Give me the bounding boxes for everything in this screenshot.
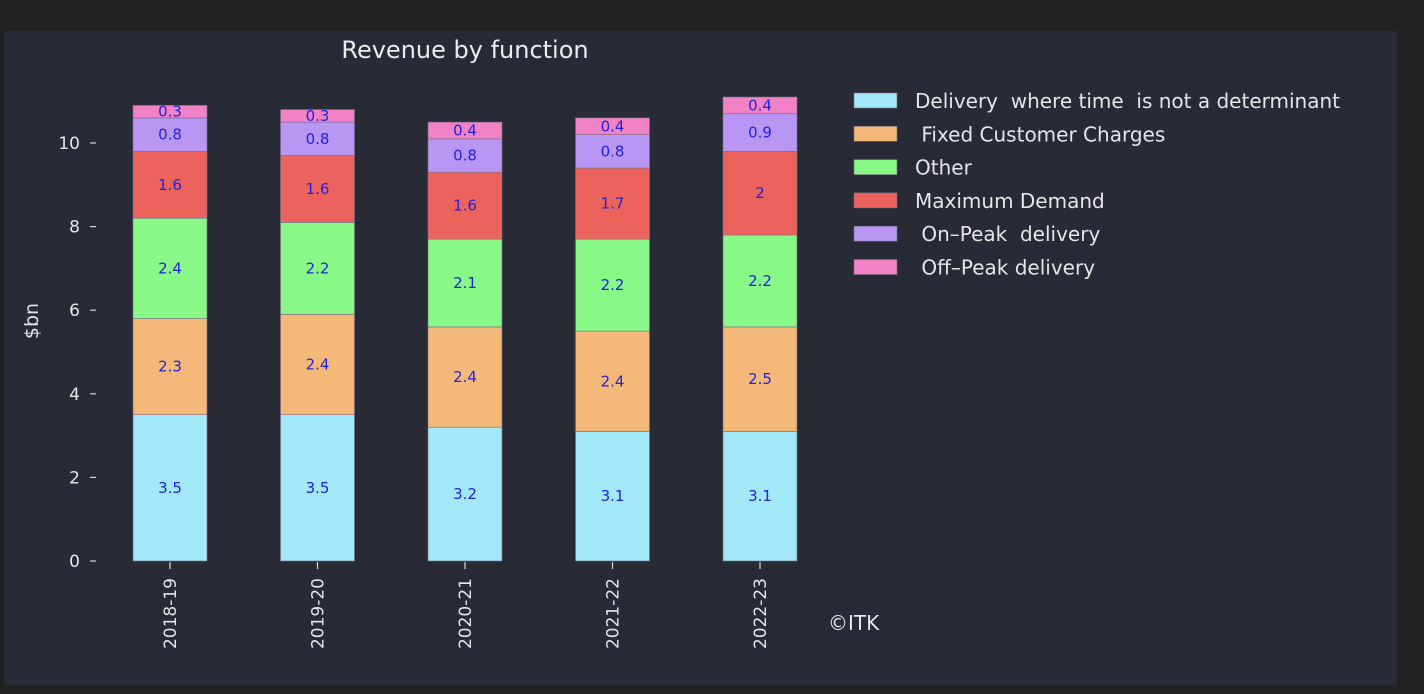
bar-segment [575,167,650,240]
bar-segment [427,326,503,428]
bar-segment [575,330,650,432]
data-label: 0.4 [453,121,477,139]
bars-group [132,96,798,562]
legend-swatch [853,259,898,275]
legend-item: Off–Peak delivery [853,256,1095,280]
legend-swatch [853,192,898,209]
bar-segment [280,121,355,156]
legend-swatch [853,126,898,142]
legend-label: Maximum Demand [915,189,1105,213]
data-label: 3.2 [453,485,477,503]
legend-swatch [853,225,898,242]
data-label: 0.8 [306,130,330,148]
data-label: 1.6 [453,197,477,215]
data-label: 1.7 [601,195,625,213]
data-label: 0.8 [158,126,182,144]
data-label: 2.4 [306,356,330,374]
data-label: 2.1 [453,274,477,292]
bar-segment [722,113,798,152]
bar-segment [280,109,355,123]
y-tick-label: 6 [69,301,80,321]
legend-item: Maximum Demand [853,189,1105,213]
data-label: 2 [755,184,765,202]
bar-segment [132,318,208,415]
data-label: 0.4 [601,117,625,135]
legend-item: Delivery where time is not a determinant [853,89,1340,113]
y-tick-label: 4 [69,385,80,405]
data-label: 2.5 [748,370,772,388]
data-label: 1.6 [158,176,182,194]
y-tick-label: 2 [69,468,80,488]
legend-label: Other [915,156,973,180]
bar-segment [132,117,208,152]
legend-swatch [853,92,898,109]
data-label: 2.4 [453,368,477,386]
bar-segment [722,151,798,236]
legend-item: On–Peak delivery [853,222,1100,246]
data-label: 0.8 [453,147,477,165]
data-label: 2.2 [601,276,625,294]
bar-segment [427,121,503,140]
y-axis-title: $bn [21,303,43,339]
chart-title: Revenue by function [341,36,588,64]
legend-label: On–Peak delivery [915,222,1100,246]
x-axis: 2018-19 2019-20 2020-21 2021-22 2022-23 [161,562,771,649]
bar-segment [575,117,650,135]
revenue-chart: Revenue by function $bn 0 2 4 6 8 10 3.5 2.3 2.… [21,36,1340,649]
data-label: 3.1 [601,487,625,505]
bar-segment [722,431,798,562]
legend-label: Fixed Customer Charges [915,122,1165,146]
figure-panel: Revenue by function $bn 0 2 4 6 8 10 3.5 2.3 2.… [4,31,1397,685]
x-tick-label: 2021-22 [604,578,624,649]
legend: Delivery where time is not a determinant… [853,89,1340,280]
bar-segment [722,326,798,432]
legend-swatch [853,159,898,175]
bar-segment [280,155,355,223]
data-label: 0.3 [306,107,330,125]
bar-segment [575,431,650,562]
data-label: 0.9 [748,124,772,142]
bar-segment [280,222,355,315]
bar-segment [132,414,208,562]
bar-segment [427,171,503,240]
legend-label: Off–Peak delivery [915,256,1095,280]
data-label: 2.4 [158,259,182,277]
bar-segment [722,96,798,115]
bar-segment [427,238,503,328]
y-tick-label: 8 [69,218,80,238]
data-label: 1.6 [306,180,330,198]
data-labels-group: 3.5 2.3 2.4 1.6 0.8 0.3 3.5 2.4 2.2 1.6 0.8 0.3 3.2 2… [158,96,772,505]
data-label: 0.4 [748,96,772,114]
y-axis: 0 2 4 6 8 10 [58,134,96,572]
legend-label: Delivery where time is not a determinant [915,89,1340,113]
bar-segment [427,426,503,562]
y-tick-label: 10 [58,134,80,154]
x-tick-label: 2018-19 [161,578,181,649]
bar-segment [575,134,650,169]
data-label: 2.4 [601,372,625,390]
bar-segment [280,414,355,562]
bar-segment [132,217,208,319]
data-label: 0.8 [601,142,625,160]
data-label: 0.3 [158,103,182,121]
data-label: 3.5 [158,479,182,497]
legend-item: Other [853,156,973,180]
bar-segment [427,138,503,173]
x-tick-label: 2022-23 [751,578,771,649]
x-tick-label: 2020-21 [456,578,476,649]
x-tick-label: 2019-20 [309,578,329,649]
data-label: 3.5 [306,479,330,497]
data-label: 2.2 [306,259,330,277]
bar-segment [722,234,798,328]
data-label: 2.2 [748,272,772,290]
y-tick-label: 0 [69,552,80,572]
data-label: 3.1 [748,487,772,505]
bar-segment [132,105,208,119]
copyright-annotation: ©ITK [828,611,880,635]
legend-item: Fixed Customer Charges [853,122,1165,146]
bar-segment [575,238,650,332]
data-label: 2.3 [158,358,182,376]
